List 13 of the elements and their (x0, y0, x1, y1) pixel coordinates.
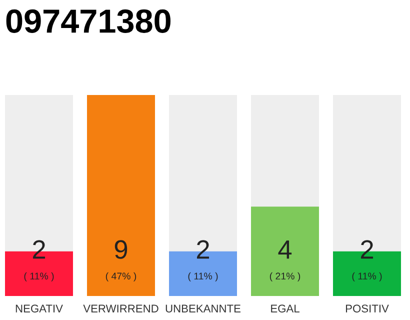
x-tick-label: EGAL (271, 304, 300, 312)
data-label: 4 (278, 240, 292, 259)
chart-title: 097471380 (6, 9, 170, 33)
x-tick-label: VERWIRREND (83, 304, 158, 312)
annotation: ( 47% ) (106, 272, 136, 282)
annotation: ( 11% ) (24, 272, 54, 282)
annotation: ( 21% ) (270, 272, 300, 282)
x-tick-label: UNBEKANNTE (166, 304, 240, 312)
annotation: ( 11% ) (188, 272, 218, 282)
data-label: 9 (114, 240, 128, 259)
annotation: ( 11% ) (352, 272, 382, 282)
x-tick-label: NEGATIV (16, 304, 63, 312)
x-tick-label: POSITIV (346, 304, 389, 312)
